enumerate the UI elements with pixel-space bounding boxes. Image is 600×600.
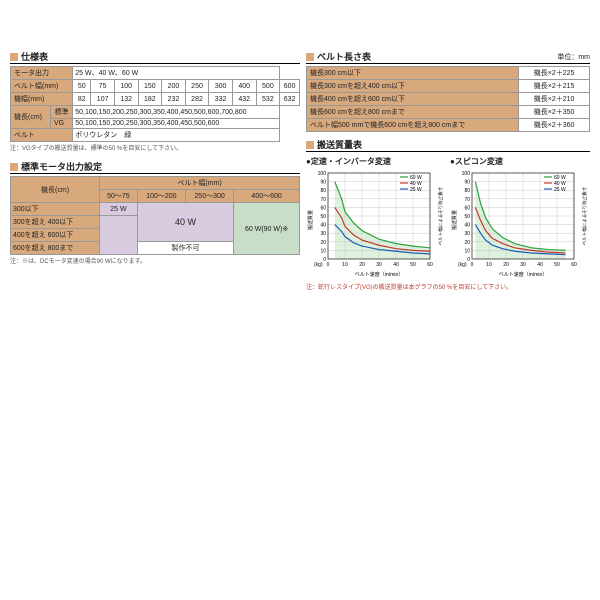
svg-text:10: 10 xyxy=(486,262,492,268)
svg-text:20: 20 xyxy=(359,262,365,268)
motor-table: 機長(cm)ベルト幅(mm)50〜75100〜200250〜300400〜600… xyxy=(10,176,300,255)
length-unit: 単位：mm xyxy=(557,52,590,62)
svg-text:ベルト幅によるそり防止板寸: ベルト幅によるそり防止板寸 xyxy=(437,186,444,245)
svg-text:50: 50 xyxy=(554,262,560,268)
svg-text:10: 10 xyxy=(342,262,348,268)
svg-text:40: 40 xyxy=(464,223,470,229)
length-table: 機長300 cm以下機長×2＋225機長300 cmを超え400 cm以下機長×… xyxy=(306,66,590,132)
svg-text:50: 50 xyxy=(464,214,470,220)
chart2-title: ●スピコン変速 xyxy=(450,156,590,167)
svg-text:50: 50 xyxy=(410,262,416,268)
chart1-title: ●定速・インバータ変速 xyxy=(306,156,446,167)
chart2: 0102030405060708090100010203040506060 W4… xyxy=(450,169,590,279)
svg-text:ベルト速度（m/min）: ベルト速度（m/min） xyxy=(499,271,548,278)
svg-text:80: 80 xyxy=(464,188,470,194)
svg-text:40: 40 xyxy=(393,262,399,268)
svg-text:(kg): (kg) xyxy=(314,262,323,268)
bullet-icon xyxy=(306,141,314,149)
svg-text:0: 0 xyxy=(471,262,474,268)
svg-text:10: 10 xyxy=(464,248,470,254)
svg-text:20: 20 xyxy=(464,240,470,246)
svg-text:60: 60 xyxy=(427,262,433,268)
svg-text:30: 30 xyxy=(376,262,382,268)
svg-text:25 W: 25 W xyxy=(554,187,566,193)
svg-text:ベルト幅によるそり防止板寸: ベルト幅によるそり防止板寸 xyxy=(581,186,588,245)
svg-text:90: 90 xyxy=(464,180,470,186)
spec-header: 仕様表 xyxy=(10,50,300,64)
svg-text:30: 30 xyxy=(464,231,470,237)
spec-table: モータ出力25 W、40 W、60 Wベルト幅(mm)5075100150200… xyxy=(10,66,300,142)
svg-text:60: 60 xyxy=(320,205,326,211)
svg-text:50: 50 xyxy=(320,214,326,220)
svg-text:90: 90 xyxy=(320,180,326,186)
svg-text:30: 30 xyxy=(320,231,326,237)
svg-text:40: 40 xyxy=(537,262,543,268)
svg-text:搬送質量: 搬送質量 xyxy=(307,210,314,230)
svg-text:70: 70 xyxy=(464,197,470,203)
spec-note: 注：VGタイプの搬送質量は、標準の50 %を目安にして下さい。 xyxy=(10,143,300,152)
transport-title: 搬送質量表 xyxy=(317,138,362,151)
svg-text:60: 60 xyxy=(571,262,577,268)
bullet-icon xyxy=(10,53,18,61)
svg-text:(kg): (kg) xyxy=(458,262,467,268)
svg-text:20: 20 xyxy=(503,262,509,268)
length-title: ベルト長さ表 xyxy=(317,50,371,63)
bullet-icon xyxy=(10,163,18,171)
spec-title: 仕様表 xyxy=(21,50,48,63)
svg-text:10: 10 xyxy=(320,248,326,254)
svg-text:ベルト速度（m/min）: ベルト速度（m/min） xyxy=(355,271,404,278)
svg-text:20: 20 xyxy=(320,240,326,246)
svg-text:25 W: 25 W xyxy=(410,187,422,193)
bullet-icon xyxy=(306,53,314,61)
svg-text:70: 70 xyxy=(320,197,326,203)
svg-text:60: 60 xyxy=(464,205,470,211)
length-header: ベルト長さ表 単位：mm xyxy=(306,50,590,64)
chart1: 0102030405060708090100010203040506060 W4… xyxy=(306,169,446,279)
svg-text:80: 80 xyxy=(320,188,326,194)
motor-header: 標準モータ出力設定 xyxy=(10,160,300,174)
svg-text:30: 30 xyxy=(520,262,526,268)
motor-note: 注：※は、DCモータ変速の場合90 Wになります。 xyxy=(10,256,300,265)
transport-header: 搬送質量表 xyxy=(306,138,590,152)
svg-text:100: 100 xyxy=(318,171,327,177)
svg-text:40: 40 xyxy=(320,223,326,229)
svg-text:搬送質量: 搬送質量 xyxy=(451,210,458,230)
motor-title: 標準モータ出力設定 xyxy=(21,160,102,173)
transport-note: 注：蛇行レスタイプ(VG)の搬送質量は本グラフの50 %を目安にして下さい。 xyxy=(306,282,590,291)
svg-text:100: 100 xyxy=(462,171,471,177)
svg-text:0: 0 xyxy=(327,262,330,268)
